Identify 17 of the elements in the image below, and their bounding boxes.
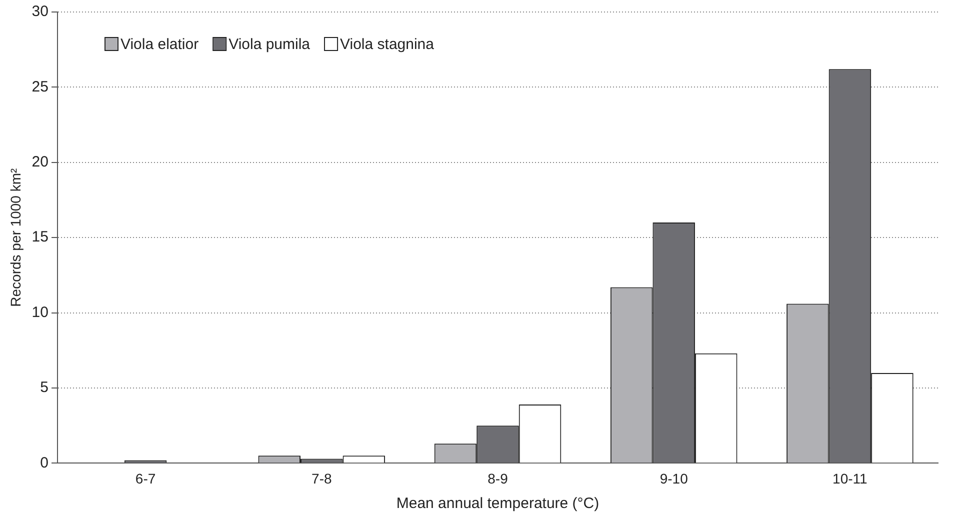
y-tick-label: 15 [32,228,48,246]
x-tick-label: 10-11 [832,470,868,486]
x-tick-label: 8-9 [488,470,508,486]
x-tick-label: 9-10 [660,470,688,486]
legend-label: Viola pumila [228,36,311,54]
y-tick-label: 30 [32,3,48,20]
legend-label: Viola stagnina [340,36,435,54]
y-tick-label: 0 [40,454,48,472]
y-tick-label: 5 [40,379,48,396]
y-tick-label: 25 [32,78,48,96]
x-tick-label: 6-7 [135,470,156,486]
legend-label: Viola elatior [120,36,199,54]
y-tick-label: 10 [32,304,48,321]
y-tick-label: 20 [32,154,48,171]
x-tick-label: 7-8 [312,470,332,486]
x-axis-title: Mean annual temperature (°C) [396,495,600,512]
y-axis-title: Records per 1000 km² [7,168,24,307]
